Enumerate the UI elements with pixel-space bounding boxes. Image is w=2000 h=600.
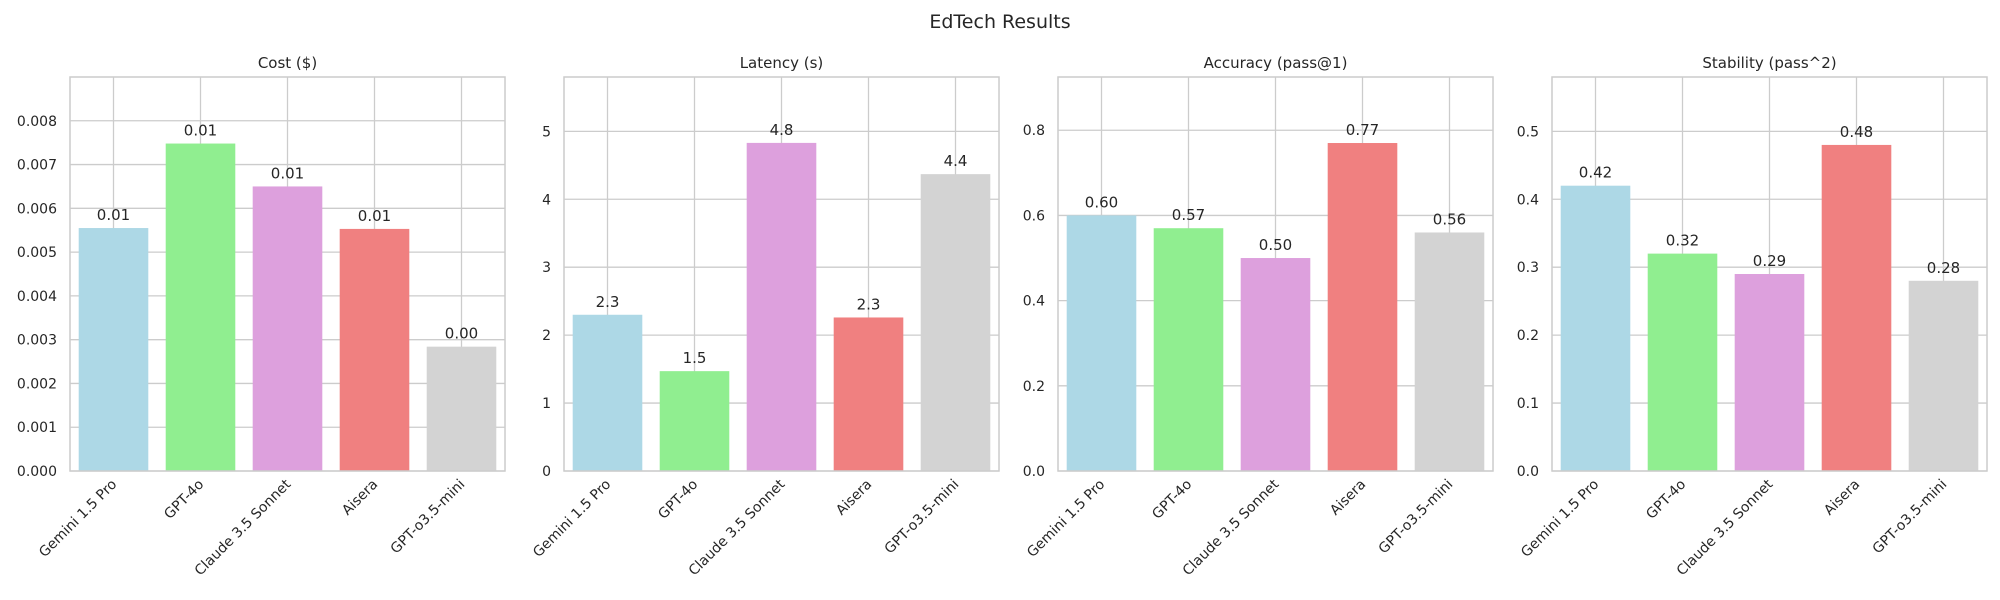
y-tick-label: 0.0 <box>1023 464 1045 480</box>
y-tick-label: 0.000 <box>17 464 57 480</box>
panel-title: Accuracy (pass@1) <box>1204 54 1348 72</box>
y-tick-label: 1 <box>542 396 551 412</box>
y-tick-label: 0.4 <box>1023 294 1045 310</box>
data-label: 0.50 <box>1259 236 1292 254</box>
axes-frame <box>1057 76 1494 472</box>
panel-title: Latency (s) <box>740 54 824 72</box>
y-tick-label: 0.5 <box>1517 124 1539 140</box>
y-tick-label: 0.8 <box>1023 123 1045 139</box>
data-label: 0.48 <box>1840 123 1873 141</box>
bar <box>1153 228 1224 471</box>
y-tick-label: 0.007 <box>17 158 57 174</box>
data-label: 4.4 <box>944 152 968 170</box>
y-tick-label: 0.006 <box>17 201 57 217</box>
y-tick-label: 0.1 <box>1517 396 1539 412</box>
data-label: 0.00 <box>445 325 478 343</box>
bar <box>1734 274 1805 471</box>
y-tick-label: 3 <box>542 260 551 276</box>
data-label: 0.01 <box>184 122 217 140</box>
bar <box>746 142 817 471</box>
y-tick-label: 0.2 <box>1517 328 1539 344</box>
y-tick-label: 0 <box>542 464 551 480</box>
bar <box>1908 280 1979 471</box>
axes-frame <box>1551 76 1988 472</box>
data-label: 0.42 <box>1579 164 1612 182</box>
y-tick-label: 0.6 <box>1023 208 1045 224</box>
axes-frame <box>69 76 506 472</box>
data-label: 0.77 <box>1346 121 1379 139</box>
y-tick-label: 4 <box>542 192 551 208</box>
bar <box>572 314 643 471</box>
panel-title: Cost ($) <box>258 54 317 72</box>
y-tick-label: 0.004 <box>17 289 57 305</box>
bar <box>659 371 730 471</box>
bar <box>339 228 410 471</box>
data-label: 0.28 <box>1927 259 1960 277</box>
figure-title: EdTech Results <box>929 11 1070 33</box>
data-label: 1.5 <box>683 349 707 367</box>
y-tick-label: 0.002 <box>17 376 57 392</box>
bar <box>165 143 236 471</box>
bar <box>1240 258 1311 471</box>
y-tick-label: 0.001 <box>17 420 57 436</box>
axes-frame <box>563 76 1000 472</box>
data-label: 2.3 <box>857 295 881 313</box>
y-tick-label: 0.008 <box>17 114 57 130</box>
data-label: 0.32 <box>1666 232 1699 250</box>
data-label: 2.3 <box>596 293 620 311</box>
y-tick-label: 0.005 <box>17 245 57 261</box>
y-tick-label: 2 <box>542 328 551 344</box>
data-label: 0.57 <box>1172 206 1205 224</box>
data-label: 0.60 <box>1085 193 1118 211</box>
bar <box>1821 144 1892 471</box>
bar <box>426 346 497 471</box>
bar <box>1414 232 1485 471</box>
bar <box>1066 215 1137 471</box>
data-label: 4.8 <box>770 121 794 139</box>
bar <box>1560 185 1631 472</box>
y-tick-label: 5 <box>542 124 551 140</box>
data-label: 0.01 <box>271 164 304 182</box>
y-tick-label: 0.0 <box>1517 464 1539 480</box>
data-label: 0.01 <box>358 207 391 225</box>
y-tick-label: 0.003 <box>17 333 57 349</box>
y-tick-label: 0.3 <box>1517 260 1539 276</box>
bar <box>78 228 149 471</box>
bar <box>833 317 904 471</box>
data-label: 0.29 <box>1753 252 1786 270</box>
bar <box>920 174 991 472</box>
bar <box>1327 143 1398 472</box>
bar <box>1647 253 1718 471</box>
panel-title: Stability (pass^2) <box>1702 54 1836 72</box>
data-label: 0.56 <box>1433 210 1466 228</box>
data-label: 0.01 <box>97 206 130 224</box>
y-tick-label: 0.4 <box>1517 192 1539 208</box>
bar <box>252 186 323 471</box>
y-tick-label: 0.2 <box>1023 379 1045 395</box>
